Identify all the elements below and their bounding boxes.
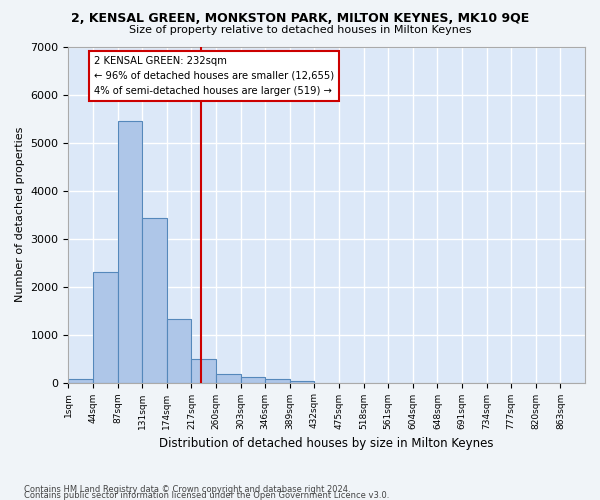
Bar (216, 374, 241, 382)
Bar (191, 359, 216, 382)
Text: 2 KENSAL GREEN: 232sqm
← 96% of detached houses are smaller (12,655)
4% of semi-: 2 KENSAL GREEN: 232sqm ← 96% of detached… (94, 56, 334, 96)
Bar (265, 379, 290, 382)
X-axis label: Distribution of detached houses by size in Milton Keynes: Distribution of detached houses by size … (160, 437, 494, 450)
Text: 2, KENSAL GREEN, MONKSTON PARK, MILTON KEYNES, MK10 9QE: 2, KENSAL GREEN, MONKSTON PARK, MILTON K… (71, 12, 529, 26)
Text: Size of property relative to detached houses in Milton Keynes: Size of property relative to detached ho… (129, 25, 471, 35)
Bar (241, 377, 265, 382)
Bar (142, 218, 167, 382)
Bar (167, 319, 191, 382)
Bar (93, 272, 118, 382)
Text: Contains HM Land Registry data © Crown copyright and database right 2024.: Contains HM Land Registry data © Crown c… (24, 484, 350, 494)
Bar (68, 378, 93, 382)
Bar (118, 121, 142, 382)
Y-axis label: Number of detached properties: Number of detached properties (15, 127, 25, 302)
Text: Contains public sector information licensed under the Open Government Licence v3: Contains public sector information licen… (24, 490, 389, 500)
Bar (290, 381, 314, 382)
